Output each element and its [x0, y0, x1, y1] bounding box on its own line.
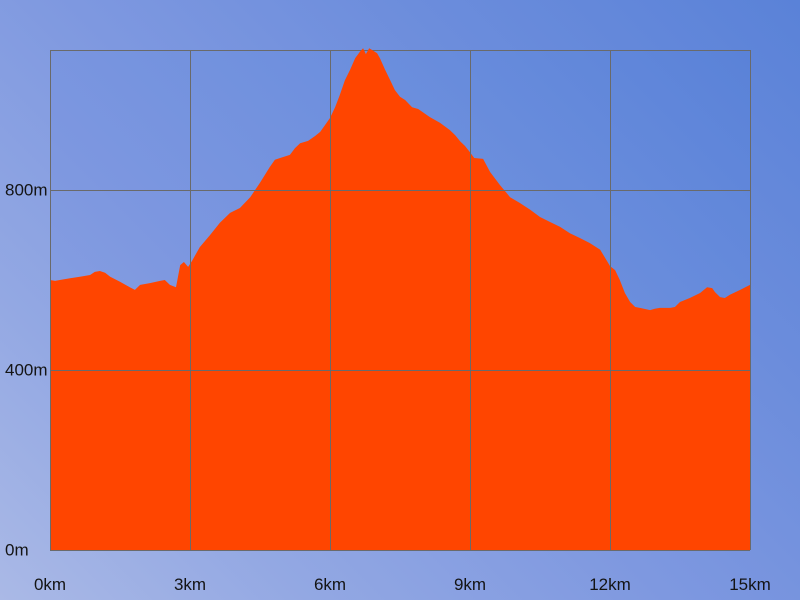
elevation-area: [50, 48, 750, 550]
x-tick-label: 12km: [589, 575, 631, 594]
x-tick-label: 6km: [313, 575, 347, 594]
y-tick-label: 0m: [5, 540, 29, 560]
y-tick-label: 400m: [5, 360, 48, 380]
x-tick-label: 15km: [729, 575, 771, 594]
x-tick-label: 3km: [173, 575, 207, 594]
x-tick-label: 0km: [33, 575, 67, 594]
y-tick-label: 800m: [5, 180, 48, 200]
x-tick-label: 9km: [453, 575, 487, 594]
